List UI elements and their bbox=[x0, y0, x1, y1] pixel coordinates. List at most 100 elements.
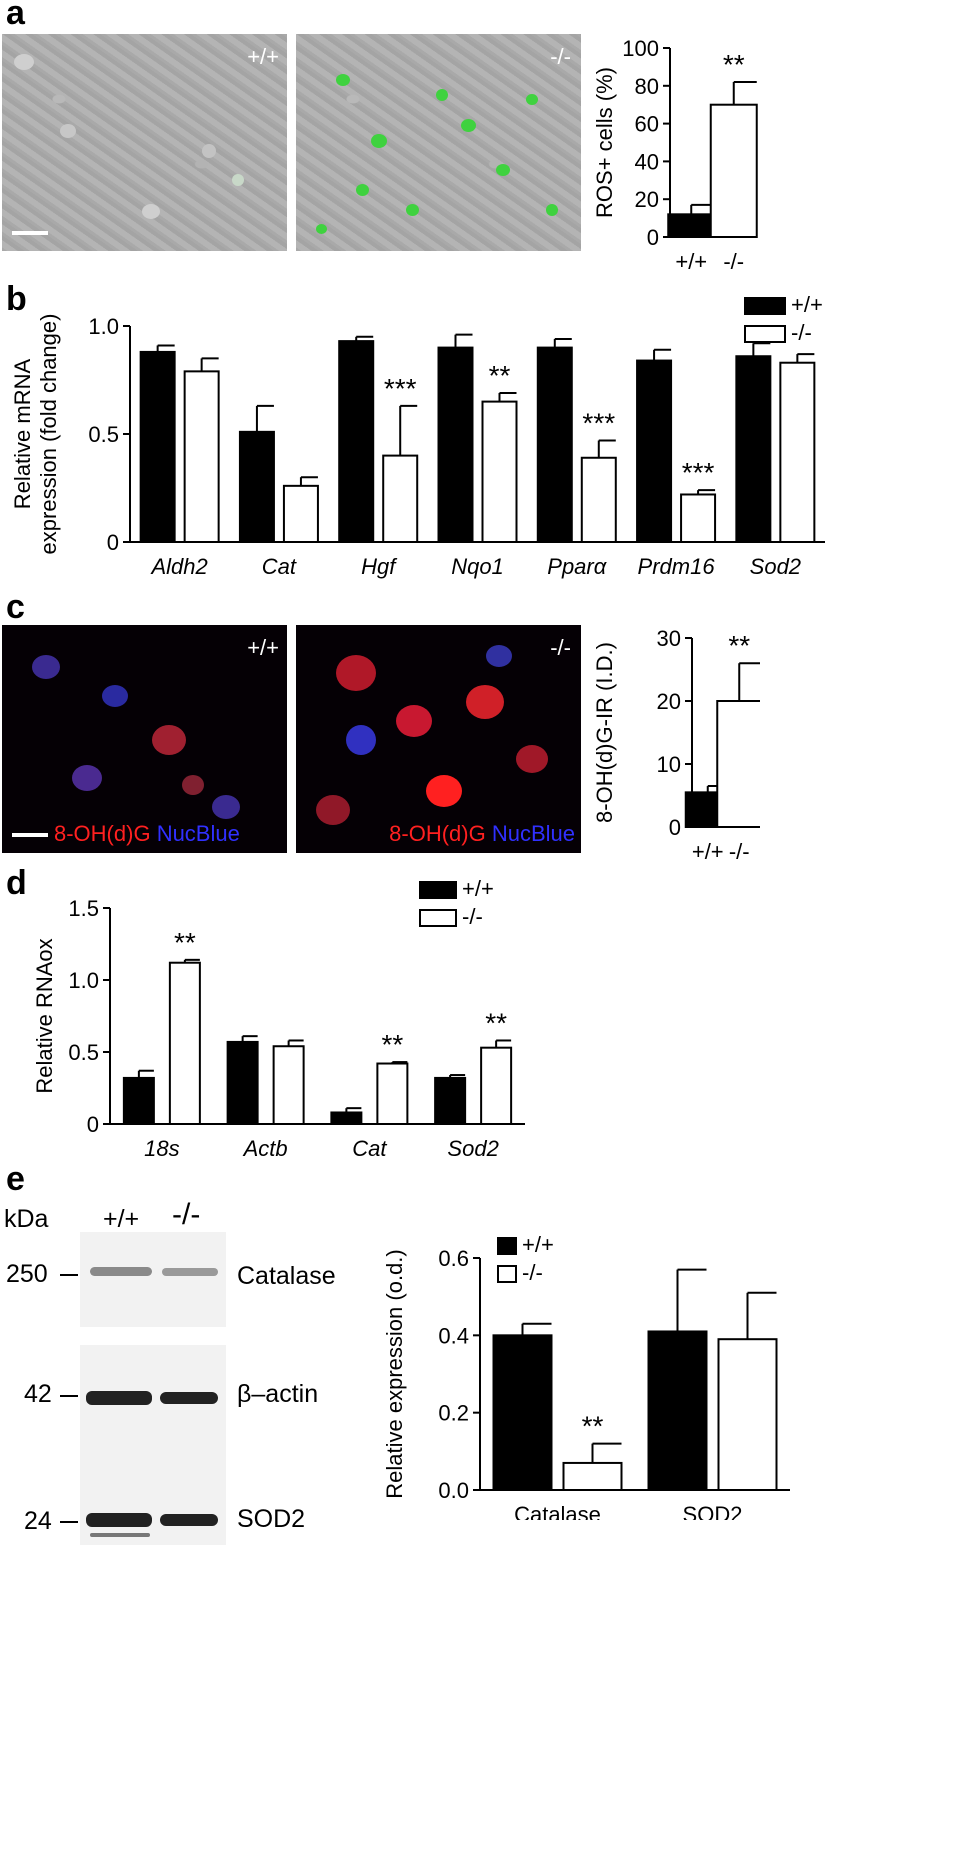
y-tick-label: 1.0 bbox=[88, 314, 119, 339]
x-tick-label: Prdm16 bbox=[638, 554, 716, 579]
x-tick-label: Cat bbox=[352, 1136, 387, 1161]
genotype-label-ko: -/- bbox=[550, 44, 571, 69]
legend-label: +/+ bbox=[791, 292, 823, 317]
stain-label-wt: 8-OH(d)G NucBlue bbox=[54, 821, 240, 847]
genotype-label-wt: +/+ bbox=[247, 44, 279, 69]
y-tick-label: 0.2 bbox=[438, 1401, 469, 1426]
marker-250: 250 bbox=[6, 1260, 48, 1288]
micrograph-a-wildtype: +/+ bbox=[2, 34, 287, 251]
significance-stars: *** bbox=[682, 457, 715, 488]
significance-stars: *** bbox=[582, 407, 615, 438]
legend-swatch bbox=[419, 909, 457, 927]
y-tick-label: 20 bbox=[657, 689, 681, 714]
bar bbox=[580, 456, 617, 543]
x-tick-label: -/- bbox=[723, 249, 744, 270]
significance-stars: ** bbox=[485, 1007, 507, 1038]
bar bbox=[667, 213, 716, 239]
bar bbox=[272, 1045, 305, 1126]
scale-bar bbox=[12, 833, 48, 837]
fluorescence-c-knockout: -/- 8-OH(d)G NucBlue bbox=[296, 625, 581, 853]
y-tick-label: 80 bbox=[635, 74, 659, 99]
chart-e-expression: 0.0 0.2 0.4 0.6 Relative expression (o.d.) **… bbox=[382, 1232, 790, 1520]
stain-red-label: 8-OH(d)G bbox=[389, 821, 486, 846]
stain-red-label: 8-OH(d)G bbox=[54, 821, 151, 846]
chart-d-rnaox: 0 0.5 1.0 1.5 Relative RNAox ** 18s Actb ** Cat **… bbox=[32, 880, 525, 1161]
bar bbox=[139, 350, 176, 543]
y-axis-label: Relative mRNA bbox=[10, 358, 35, 509]
marker-42: 42 bbox=[24, 1380, 52, 1408]
bar bbox=[562, 1461, 623, 1491]
y-tick-label: 1.0 bbox=[68, 968, 99, 993]
x-tick-label: Pparα bbox=[547, 554, 607, 579]
legend-swatch bbox=[744, 325, 786, 343]
x-tick-label: -/- bbox=[729, 839, 750, 864]
bar bbox=[282, 484, 319, 543]
y-tick-label: 1.5 bbox=[68, 896, 99, 921]
panel-label-b: b bbox=[6, 280, 27, 318]
band-label-sod2: SOD2 bbox=[237, 1505, 306, 1533]
western-blot-actin-sod2 bbox=[80, 1345, 226, 1545]
y-tick-label: 0.5 bbox=[68, 1040, 99, 1065]
bar bbox=[647, 1330, 708, 1491]
x-tick-label: Cat bbox=[262, 554, 297, 579]
bar bbox=[779, 361, 816, 543]
y-tick-label: 0 bbox=[647, 225, 659, 250]
western-blot-catalase bbox=[80, 1232, 226, 1327]
lane-label-wt: +/+ bbox=[103, 1205, 140, 1233]
legend-label: +/+ bbox=[522, 1232, 554, 1257]
y-tick-label: 0.0 bbox=[438, 1478, 469, 1503]
stain-blue-label: NucBlue bbox=[156, 821, 240, 846]
panel-label-e: e bbox=[6, 1160, 25, 1198]
x-tick-label: Sod2 bbox=[447, 1136, 498, 1161]
bar bbox=[122, 1076, 155, 1125]
x-tick-label: Nqo1 bbox=[451, 554, 504, 579]
y-axis-label: 8-OH(d)G-IR (I.D.) bbox=[592, 642, 617, 823]
bar bbox=[437, 346, 474, 543]
stain-blue-label: NucBlue bbox=[491, 821, 575, 846]
bar bbox=[480, 1046, 513, 1125]
bar bbox=[226, 1040, 259, 1125]
bar bbox=[680, 493, 717, 543]
legend-swatch bbox=[419, 881, 457, 899]
significance-stars: *** bbox=[384, 373, 417, 404]
x-tick-label: Actb bbox=[242, 1136, 288, 1161]
bar bbox=[492, 1334, 553, 1491]
y-tick-label: 0 bbox=[87, 1112, 99, 1137]
legend-label: -/- bbox=[462, 904, 483, 929]
chart-c-8ohdg: 0 10 20 30 8-OH(d)G-IR (I.D.) +/+ ** -/- bbox=[592, 626, 760, 864]
y-tick-label: 30 bbox=[657, 626, 681, 651]
x-tick-label: +/+ bbox=[675, 249, 707, 270]
bar bbox=[717, 1338, 778, 1491]
y-tick-label: 0.5 bbox=[88, 422, 119, 447]
y-tick-label: 60 bbox=[635, 112, 659, 137]
x-tick-label: SOD2 bbox=[683, 1502, 743, 1520]
genotype-label-wt: +/+ bbox=[247, 635, 279, 660]
lane-label-ko: -/- bbox=[172, 1198, 201, 1231]
band-label-catalase: Catalase bbox=[237, 1262, 336, 1290]
legend-swatch bbox=[744, 297, 786, 315]
marker-tick-24 bbox=[60, 1521, 78, 1523]
x-tick-label: Aldh2 bbox=[150, 554, 208, 579]
y-tick-label: 40 bbox=[635, 149, 659, 174]
significance-stars: ** bbox=[174, 927, 196, 958]
bar bbox=[536, 346, 573, 543]
x-tick-label: 18s bbox=[144, 1136, 179, 1161]
bar bbox=[636, 359, 673, 543]
chart-b-mrna: 0 0.5 1.0 Relative mRNA expression (fold cha… bbox=[10, 292, 825, 579]
scale-bar bbox=[12, 231, 48, 235]
fluorescence-c-wildtype: +/+ 8-OH(d)G NucBlue bbox=[2, 625, 287, 853]
bar bbox=[716, 700, 760, 828]
y-tick-label: 20 bbox=[635, 187, 659, 212]
marker-24: 24 bbox=[24, 1507, 52, 1535]
x-tick-label: Catalase bbox=[514, 1502, 601, 1520]
bar bbox=[376, 1062, 409, 1126]
legend-label: -/- bbox=[522, 1260, 543, 1285]
y-tick-label: 10 bbox=[657, 752, 681, 777]
x-tick-label: Sod2 bbox=[750, 554, 801, 579]
marker-tick-42 bbox=[60, 1395, 78, 1397]
bar bbox=[183, 370, 220, 543]
x-tick-label: Hgf bbox=[361, 554, 398, 579]
bar bbox=[481, 400, 518, 543]
bar bbox=[330, 1111, 363, 1125]
legend-swatch bbox=[497, 1265, 517, 1283]
